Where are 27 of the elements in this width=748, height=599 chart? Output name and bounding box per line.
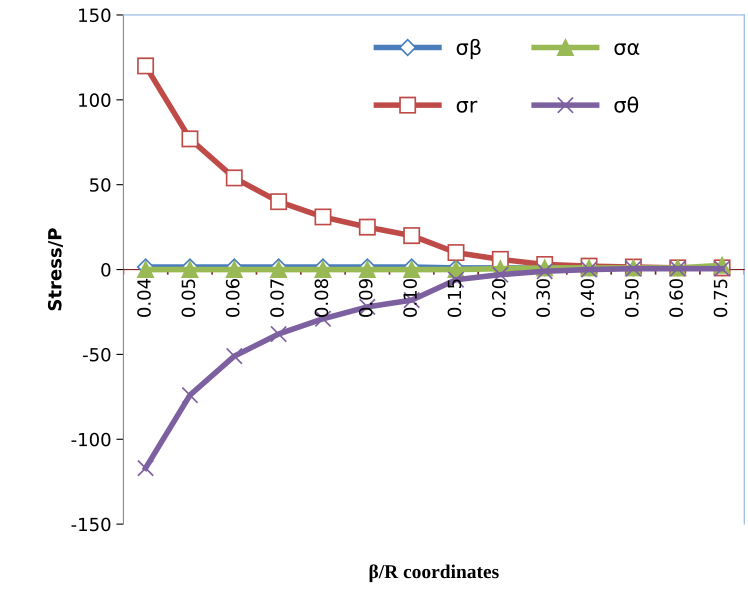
x-tick-label: 0.20 <box>492 279 506 317</box>
y-tick-label: -150 <box>72 518 110 532</box>
x-tick-label: 0.10 <box>403 279 417 317</box>
x-axis-title: β/R coordinates <box>370 564 499 582</box>
x-tick-label: 0.60 <box>669 279 683 317</box>
x-tick-label: 0.30 <box>536 279 550 317</box>
x-tick-label: 0.15 <box>448 279 462 317</box>
legend-label: σθ <box>614 96 638 113</box>
x-tick-label: 0.40 <box>580 279 594 317</box>
x-tick-label: 0.05 <box>182 279 196 317</box>
x-tick-label: 0.07 <box>270 279 284 317</box>
x-tick-label: 0.04 <box>137 278 151 317</box>
legend-label: σα <box>614 43 640 56</box>
y-axis-title: Stress/P <box>48 228 63 310</box>
x-tick-label: 0.75 <box>714 279 728 317</box>
y-tick-label: 100 <box>79 93 110 107</box>
y-tick-label: 150 <box>79 8 110 22</box>
y-tick-label: -100 <box>72 432 110 446</box>
y-tick-label: -50 <box>83 348 110 362</box>
x-tick-label: 0.08 <box>314 279 328 317</box>
y-tick-label: 50 <box>90 178 110 192</box>
x-tick-label: 0.09 <box>358 279 373 317</box>
legend-label: σr <box>456 100 478 113</box>
y-tick-label: 0 <box>101 263 110 277</box>
x-tick-label: 0.50 <box>624 279 639 317</box>
x-tick-label: 0.06 <box>226 279 240 317</box>
legend-label: σβ <box>456 38 481 60</box>
